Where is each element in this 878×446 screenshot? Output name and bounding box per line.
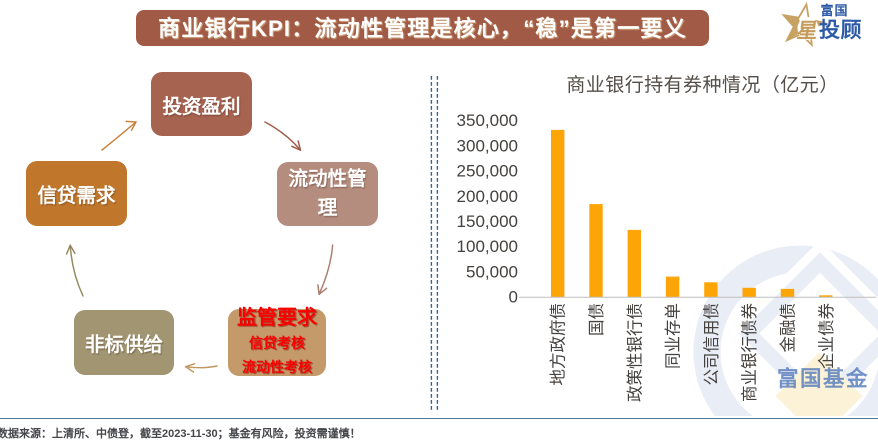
svg-text:50,000: 50,000 — [466, 262, 518, 281]
svg-text:投顾: 投顾 — [819, 18, 862, 42]
svg-text:富国: 富国 — [821, 3, 849, 18]
svg-text:地方政府债: 地方政府债 — [549, 303, 568, 386]
svg-text:300,000: 300,000 — [457, 136, 518, 155]
svg-text:金融债: 金融债 — [779, 303, 798, 353]
svg-text:350,000: 350,000 — [457, 111, 518, 130]
svg-text:商业银行持有券种情况（亿元）: 商业银行持有券种情况（亿元） — [566, 74, 838, 96]
svg-text:0: 0 — [509, 288, 518, 307]
svg-text:国债: 国债 — [587, 303, 606, 336]
svg-text:150,000: 150,000 — [457, 212, 518, 231]
svg-text:商业银行债券: 商业银行债券 — [740, 303, 759, 403]
svg-text:政策性银行债: 政策性银行债 — [625, 303, 644, 402]
svg-text:富国基金: 富国基金 — [777, 366, 869, 391]
svg-text:200,000: 200,000 — [457, 187, 518, 206]
svg-text:100,000: 100,000 — [457, 237, 518, 256]
svg-text:同业存单: 同业存单 — [664, 303, 683, 369]
svg-text:星: 星 — [796, 20, 820, 43]
svg-text:企业债券: 企业债券 — [817, 303, 836, 370]
svg-text:250,000: 250,000 — [457, 162, 518, 181]
svg-text:公司信用债: 公司信用债 — [702, 303, 721, 386]
